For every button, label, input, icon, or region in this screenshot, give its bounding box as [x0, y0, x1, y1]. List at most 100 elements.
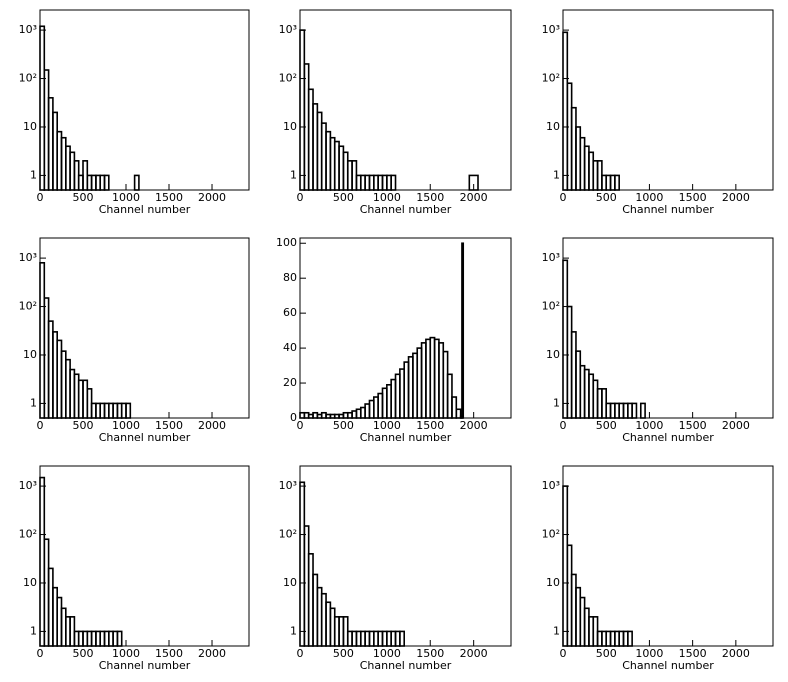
y-tick-label: 1	[30, 168, 37, 181]
histogram-panel: 0 500 1000 1500 2000 1 10 10² 10³ Channel number	[19, 465, 250, 672]
x-tick-label: 1000	[635, 191, 663, 204]
x-axis-label: Channel number	[360, 203, 452, 216]
histogram-panel: 0 500 1000 1500 2000 1 10 10² 10³ Channel number	[542, 237, 774, 444]
histogram-panel: 0 500 1000 1500 2000 1 10 10² 10³ Channel number	[542, 9, 774, 216]
plot-frame	[562, 465, 774, 647]
histogram-bar	[133, 174, 140, 191]
x-tick-label: 500	[596, 419, 617, 432]
plot-frame	[562, 9, 774, 191]
y-tick-label: 10²	[279, 72, 297, 85]
histogram-panel: 0 500 1000 1500 2000 1 10 10² 10³ Channel number	[19, 9, 250, 216]
x-axis-label: Channel number	[99, 431, 191, 444]
y-tick-label: 1	[553, 624, 560, 637]
x-tick-label: 0	[297, 419, 304, 432]
y-tick-label: 10	[283, 120, 297, 133]
histogram-panel: 0 500 1000 1500 2000 1 10 10² 10³ Channel number	[279, 9, 512, 216]
x-tick-label: 1500	[155, 647, 183, 660]
x-axis-label: Channel number	[360, 431, 452, 444]
x-tick-label: 1000	[112, 647, 140, 660]
x-tick-label: 500	[596, 191, 617, 204]
x-tick-label: 1000	[373, 191, 401, 204]
y-tick-label: 10	[546, 576, 560, 589]
x-tick-label: 2000	[722, 191, 750, 204]
y-tick-label: 10³	[279, 479, 297, 492]
plot-frame	[39, 465, 250, 647]
x-tick-label: 500	[73, 419, 94, 432]
x-tick-label: 1500	[416, 419, 444, 432]
y-tick-label: 10²	[542, 72, 560, 85]
histogram-bar	[627, 630, 633, 647]
plot-frame	[299, 465, 512, 647]
y-tick-label: 10³	[542, 479, 560, 492]
x-tick-label: 2000	[198, 191, 226, 204]
plot-frame	[562, 237, 774, 419]
x-tick-label: 1000	[635, 647, 663, 660]
histogram-bar	[116, 630, 123, 647]
x-tick-label: 0	[37, 419, 44, 432]
y-tick-label: 10	[546, 348, 560, 361]
y-tick-label: 10	[283, 576, 297, 589]
x-tick-label: 1000	[112, 419, 140, 432]
x-axis-label: Channel number	[99, 659, 191, 672]
x-tick-label: 1500	[679, 191, 707, 204]
x-tick-label: 2000	[460, 647, 488, 660]
x-tick-label: 1500	[416, 191, 444, 204]
y-tick-label: 10²	[19, 300, 37, 313]
y-tick-label: 1	[30, 396, 37, 409]
x-tick-label: 2000	[460, 191, 488, 204]
x-tick-label: 1000	[373, 647, 401, 660]
histogram-panel: 0 500 1000 1500 2000 1 10 10² 10³ Channel number	[19, 237, 250, 444]
y-tick-label: 10³	[19, 23, 37, 36]
histogram-bar	[399, 630, 405, 647]
x-tick-label: 0	[297, 191, 304, 204]
x-tick-label: 500	[596, 647, 617, 660]
histogram-bar	[125, 402, 132, 419]
y-tick-label: 10²	[19, 72, 37, 85]
x-tick-label: 500	[73, 191, 94, 204]
x-tick-label: 0	[37, 647, 44, 660]
histogram-bar	[461, 242, 465, 419]
y-tick-label: 10²	[279, 528, 297, 541]
x-axis-label: Channel number	[360, 659, 452, 672]
x-tick-label: 0	[560, 419, 567, 432]
plot-frame	[299, 9, 512, 191]
y-tick-label: 20	[283, 376, 297, 389]
y-tick-label: 10³	[19, 479, 37, 492]
x-axis-label: Channel number	[622, 203, 714, 216]
plot-frame	[299, 237, 512, 419]
y-tick-label: 100	[276, 236, 297, 249]
y-tick-label: 1	[30, 624, 37, 637]
x-tick-label: 2000	[198, 419, 226, 432]
x-tick-label: 1000	[635, 419, 663, 432]
x-axis-label: Channel number	[622, 659, 714, 672]
histogram-panel: 0 500 1000 1500 2000 0 20 40 60 80 100 Channel numb…	[276, 236, 512, 444]
x-tick-label: 0	[560, 191, 567, 204]
y-tick-label: 10	[23, 120, 37, 133]
y-tick-label: 10	[23, 348, 37, 361]
x-tick-label: 2000	[460, 419, 488, 432]
x-tick-label: 1500	[679, 419, 707, 432]
x-tick-label: 500	[333, 647, 354, 660]
y-tick-label: 1	[553, 396, 560, 409]
x-tick-label: 1500	[155, 191, 183, 204]
x-axis-label: Channel number	[622, 431, 714, 444]
x-tick-label: 0	[297, 647, 304, 660]
histogram-bar	[390, 174, 397, 191]
histogram-panel: 0 500 1000 1500 2000 1 10 10² 10³ Channel number	[542, 465, 774, 672]
x-tick-label: 0	[560, 647, 567, 660]
x-tick-label: 500	[333, 419, 354, 432]
y-tick-label: 0	[290, 411, 297, 424]
x-tick-label: 2000	[722, 647, 750, 660]
x-axis-label: Channel number	[99, 203, 191, 216]
x-tick-label: 2000	[722, 419, 750, 432]
x-tick-label: 500	[333, 191, 354, 204]
y-tick-label: 10³	[542, 251, 560, 264]
y-tick-label: 1	[553, 168, 560, 181]
histogram-bar	[103, 174, 110, 191]
y-tick-label: 10³	[279, 23, 297, 36]
y-tick-label: 1	[290, 624, 297, 637]
y-tick-label: 10³	[542, 23, 560, 36]
y-tick-label: 10²	[542, 528, 560, 541]
histogram-bar	[639, 402, 646, 419]
